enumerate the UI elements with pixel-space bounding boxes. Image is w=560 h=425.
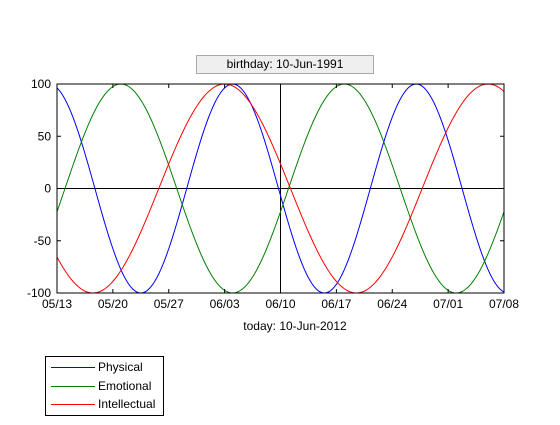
x-tick-label: 06/17 bbox=[321, 297, 351, 311]
legend-swatch-physical bbox=[51, 367, 95, 368]
y-tick-label: 0 bbox=[44, 182, 51, 196]
y-tick-label: 50 bbox=[38, 129, 52, 143]
legend-swatch-emotional bbox=[51, 386, 95, 387]
legend-item-physical: Physical bbox=[46, 359, 163, 377]
chart-title: birthday: 10-Jun-1991 bbox=[196, 55, 374, 74]
series-line-physical bbox=[57, 84, 504, 293]
legend-label-emotional: Emotional bbox=[98, 379, 152, 393]
series-line-intellectual bbox=[57, 84, 504, 293]
x-axis-label: today: 10-Jun-2012 bbox=[243, 319, 347, 333]
x-tick-label: 06/10 bbox=[265, 297, 295, 311]
y-tick-label: -100 bbox=[27, 286, 51, 300]
legend-swatch-intellectual bbox=[51, 404, 95, 405]
series-line-emotional bbox=[57, 84, 504, 293]
x-tick-label: 06/03 bbox=[210, 297, 240, 311]
legend: Physical Emotional Intellectual bbox=[45, 356, 164, 416]
x-tick-label: 05/20 bbox=[98, 297, 128, 311]
axis-ticks-group: 05/13 05/20 05/27 06/03 06/10 06/17 06/24 07/01… bbox=[27, 77, 519, 311]
x-tick-label: 07/08 bbox=[489, 297, 519, 311]
legend-item-emotional: Emotional bbox=[46, 378, 163, 396]
y-tick-label: -50 bbox=[34, 234, 52, 248]
x-tick-label: 05/27 bbox=[154, 297, 184, 311]
x-tick-label: 07/01 bbox=[433, 297, 463, 311]
legend-item-intellectual: Intellectual bbox=[46, 396, 163, 414]
legend-label-physical: Physical bbox=[98, 360, 143, 374]
series-group bbox=[57, 84, 504, 293]
y-tick-label: 100 bbox=[31, 77, 51, 91]
legend-label-intellectual: Intellectual bbox=[98, 397, 156, 411]
x-tick-label: 06/24 bbox=[377, 297, 407, 311]
x-tick-label: 05/13 bbox=[42, 297, 72, 311]
